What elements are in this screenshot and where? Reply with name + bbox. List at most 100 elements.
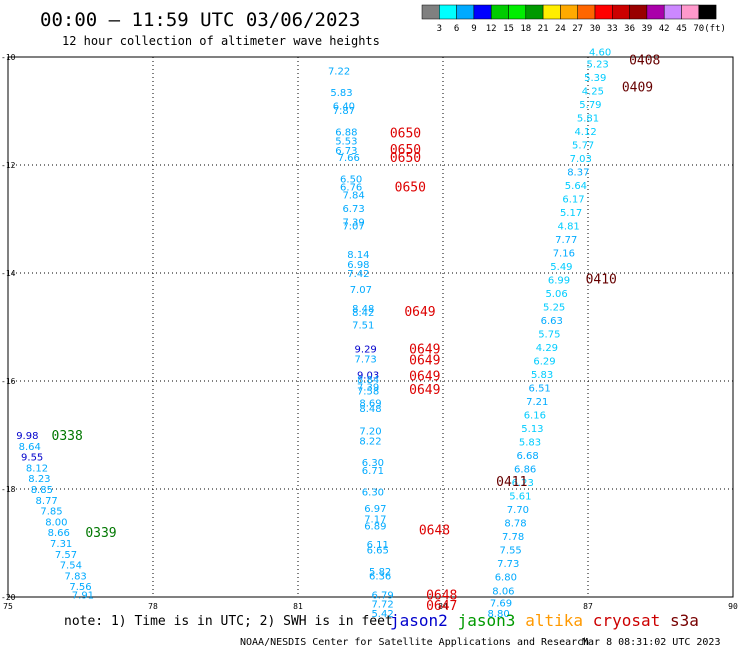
wave-height-point: 6.89 (364, 522, 386, 533)
wave-height-point: 7.85 (40, 507, 62, 518)
scale-swatch (594, 4, 613, 20)
wave-height-point: 9.55 (21, 453, 43, 464)
wave-height-point: 7.17 (364, 515, 386, 526)
wave-height-point: 8.84 (357, 375, 379, 386)
scale-swatch (560, 4, 578, 20)
wave-height-point: 6.40 (333, 102, 355, 113)
wave-height-points: 9.988.649.558.128.238.858.777.858.008.66… (16, 48, 611, 621)
wave-height-point: 6.97 (364, 504, 386, 515)
scale-swatch (612, 4, 630, 20)
wave-height-point: 5.83 (519, 437, 541, 448)
satellite-legend-item: jason2 (390, 611, 448, 630)
wave-height-point: 5.39 (584, 73, 606, 84)
wave-height-point: 8.12 (26, 463, 48, 474)
time-label: 0649 (409, 343, 440, 358)
footer-timestamp: Mar 8 08:31:02 UTC 2023 (582, 637, 720, 648)
wave-height-point: 6.68 (516, 451, 538, 462)
wave-height-point: 8.64 (19, 442, 41, 453)
wave-height-point: 6.50 (340, 175, 362, 186)
footer-note: note: 1) Time is in UTC; 2) SWH is in fe… (64, 614, 393, 629)
time-labels: 0338033906500650065006500649064906490649… (52, 54, 661, 614)
wave-height-point: 5.42 (371, 609, 393, 620)
wave-height-point: 7.07 (342, 221, 364, 232)
footer-credit: NOAA/NESDIS Center for Satellite Applica… (240, 637, 589, 648)
satellite-legend-item: altika (525, 611, 583, 630)
wave-height-point: 5.13 (521, 424, 543, 435)
wave-height-point: 6.73 (335, 146, 357, 157)
wave-height-point: 6.36 (369, 571, 391, 582)
wave-height-point: 5.79 (579, 100, 601, 111)
wave-height-point: 7.78 (502, 532, 524, 543)
wave-height-point: 5.81 (577, 113, 599, 124)
wave-height-point: 7.73 (497, 559, 519, 570)
scale-swatch (646, 4, 665, 20)
time-label: 0650 (390, 143, 421, 158)
wave-height-point: 6.76 (340, 183, 362, 194)
time-label: 0339 (85, 526, 116, 541)
time-label: 0649 (409, 383, 440, 398)
scale-swatch (439, 4, 457, 20)
wave-height-point: 5.83 (531, 370, 553, 381)
wave-height-point: 7.56 (69, 582, 91, 593)
time-label: 0338 (52, 429, 83, 444)
axis-tick-labels: 75 78 81 84 87 90 -10 -12 -14 -16 -18 -20 (1, 53, 738, 611)
time-label: 0649 (409, 353, 440, 368)
wave-height-point: 8.42 (352, 308, 374, 319)
scale-label: 18 (520, 24, 531, 34)
scale-swatch (456, 4, 475, 20)
wave-height-point: 6.29 (533, 356, 555, 367)
wave-height-point: 7.16 (553, 248, 575, 259)
wave-height-point: 6.30 (362, 488, 384, 499)
x-tick-label: 90 (728, 602, 738, 611)
scale-label: 30 (590, 24, 601, 34)
time-label: 0650 (390, 151, 421, 166)
scale-swatch (542, 4, 561, 20)
wave-height-point: 6.88 (335, 128, 357, 139)
scale-swatch (525, 4, 544, 20)
wave-height-point: 8.80 (487, 609, 509, 620)
wave-height-point: 7.21 (526, 397, 548, 408)
wave-height-point: 7.42 (347, 269, 369, 280)
wave-height-point: 8.06 (492, 587, 514, 598)
scale-label: 3 (437, 24, 442, 34)
wave-height-point: 5.61 (509, 491, 531, 502)
wave-height-point: 7.73 (355, 354, 377, 365)
wave-height-point: 6.79 (371, 590, 393, 601)
scale-label: 24 (555, 24, 566, 34)
wave-height-point: 7.20 (359, 427, 381, 438)
satellite-legend: jason2 jason3 altika cryosat s3a (390, 611, 699, 630)
scale-swatch (577, 4, 596, 20)
time-label: 0649 (404, 305, 435, 320)
wave-height-point: 7.39 (357, 382, 379, 393)
scale-swatch (490, 4, 509, 20)
wave-height-point: 4.81 (558, 221, 580, 232)
time-label: 0650 (390, 127, 421, 142)
scale-label: 27 (572, 24, 583, 34)
wave-height-point: 9.03 (357, 371, 379, 382)
wave-height-point: 4.60 (589, 48, 611, 59)
scale-label: 33 (607, 24, 618, 34)
chart-subtitle: 12 hour collection of altimeter wave hei… (62, 34, 380, 48)
time-label: 0648 (419, 524, 450, 539)
wave-height-point: 8.37 (567, 167, 589, 178)
wave-height-point: 6.11 (367, 540, 389, 551)
wave-height-point: 7.31 (50, 539, 72, 550)
x-tick-label: 75 (3, 602, 13, 611)
satellite-legend-item: s3a (670, 611, 699, 630)
wave-height-point: 7.83 (65, 571, 87, 582)
wave-height-point: 8.48 (359, 404, 381, 415)
scale-label: 45 (676, 24, 687, 34)
scale-swatch (508, 4, 527, 20)
wave-height-point: 7.55 (500, 545, 522, 556)
wave-height-point: 7.77 (555, 235, 577, 246)
wave-height-point: 5.64 (565, 181, 587, 192)
wave-height-point: 5.23 (587, 59, 609, 70)
wave-height-point: 9.29 (355, 345, 377, 356)
wave-height-point: 6.65 (367, 545, 389, 556)
scale-swatch (473, 4, 492, 20)
scale-unit: (ft) (704, 24, 726, 34)
wave-height-point: 7.39 (342, 218, 364, 229)
time-label: 0648 (426, 588, 457, 603)
time-label: 0410 (586, 272, 617, 287)
